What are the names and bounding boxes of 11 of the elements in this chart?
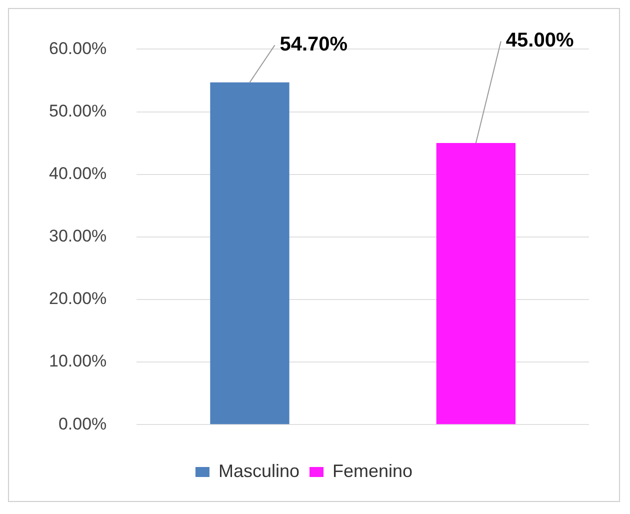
y-tick-label: 20.00% [48, 289, 107, 308]
y-tick-label: 40.00% [48, 164, 107, 184]
y-tick-label: 60.00% [48, 38, 107, 58]
y-tick-label: 0.00% [58, 414, 107, 434]
legend-label: Masculino [218, 460, 300, 481]
y-tick-label: 30.00% [48, 226, 107, 246]
data-label: 54.70% [280, 34, 348, 56]
y-tick-label: 50.00% [48, 101, 107, 120]
data-label: 45.00% [506, 30, 574, 52]
legend-label: Femenino [332, 460, 413, 481]
y-tick-label: 10.00% [48, 352, 107, 371]
